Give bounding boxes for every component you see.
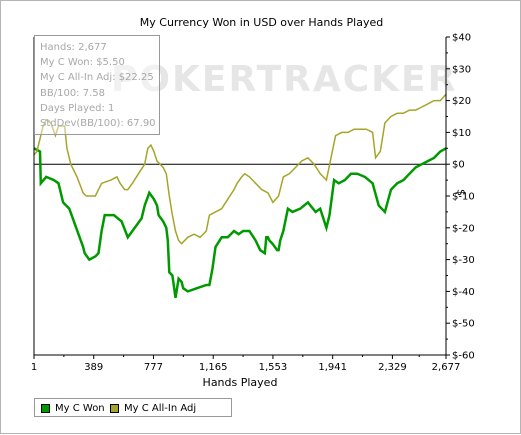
x-tick-label: 1,165 — [199, 362, 228, 373]
stat-bb100: BB/100: 7.58 — [40, 87, 105, 99]
x-tick-label: 389 — [84, 362, 103, 373]
legend: My C Won My C All-In Adj — [34, 398, 232, 417]
stat-allin-adj: My C All-In Adj: $22.25 — [40, 72, 154, 84]
y-axis-label: $ — [454, 189, 468, 196]
series-line-1 — [33, 93, 447, 245]
legend-label-won: My C Won — [55, 402, 105, 414]
y-tick-label: $-60 — [452, 351, 475, 362]
x-tick-label: 2,677 — [432, 362, 461, 373]
x-axis-label: Hands Played — [202, 376, 278, 389]
y-tick-label: $10 — [452, 128, 471, 139]
x-tick-label: 1,941 — [318, 362, 347, 373]
pokertracker-watermark: POKERTRACKER — [111, 59, 458, 100]
stat-hands: Hands: 2,677 — [40, 42, 107, 53]
y-tick-label: $0 — [452, 160, 465, 171]
legend-swatch-allin-adj — [110, 403, 119, 413]
y-tick-label: $40 — [452, 33, 471, 44]
y-tick-label: $-40 — [452, 287, 475, 298]
x-tick-label: 2,329 — [378, 362, 407, 373]
x-tick-label: 1 — [31, 362, 37, 373]
chart-title: My Currency Won in USD over Hands Played — [139, 16, 384, 29]
y-tick-label: $20 — [452, 96, 471, 107]
y-tick-label: $-50 — [452, 319, 475, 330]
legend-label-allin-adj: My C All-In Adj — [124, 402, 197, 414]
y-tick-label: $-20 — [452, 223, 475, 234]
stat-won: My C Won: $5.50 — [40, 57, 125, 69]
y-tick-label: $-10 — [452, 192, 475, 203]
series-line-0 — [33, 147, 447, 299]
x-tick-label: 777 — [144, 362, 163, 373]
stat-stddev: StdDev(BB/100): 67.90 — [40, 118, 156, 130]
stat-days-played: Days Played: 1 — [40, 102, 115, 114]
legend-swatch-won — [41, 403, 50, 413]
legend-item-allin-adj: My C All-In Adj — [110, 402, 196, 414]
x-tick-label: 1,553 — [259, 362, 288, 373]
stats-box: Hands: 2,677 My C Won: $5.50 My C All-In… — [34, 35, 160, 135]
y-tick-label: $30 — [452, 64, 471, 75]
y-tick-label: $-30 — [452, 255, 475, 266]
legend-item-won: My C Won — [41, 402, 105, 414]
